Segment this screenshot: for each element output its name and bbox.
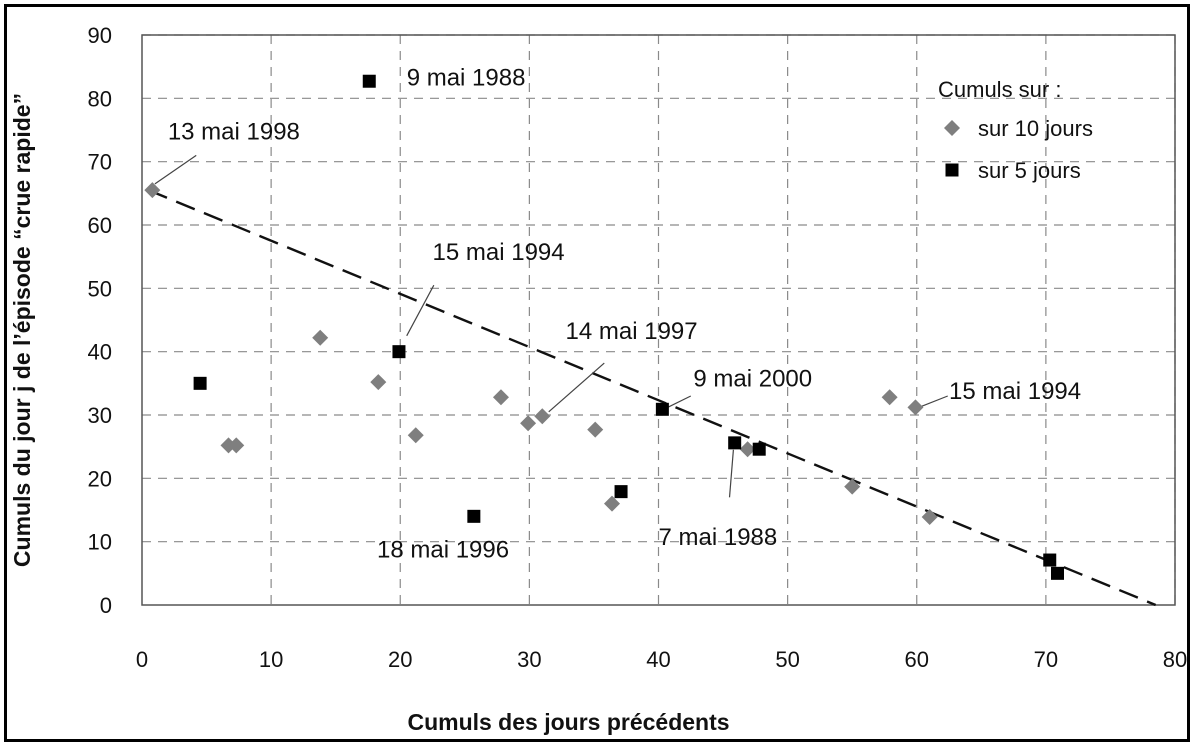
point-series0-12	[844, 478, 861, 495]
annotation-label-3: 14 mai 1997	[566, 318, 698, 345]
x-tick-label-8: 80	[1163, 647, 1187, 672]
point-series0-9	[587, 421, 604, 438]
x-tick-label-7: 70	[1034, 647, 1058, 672]
x-tick-label-3: 30	[517, 647, 541, 672]
chart-frame	[4, 4, 1190, 742]
trendline-group	[147, 189, 1157, 607]
point-series1-6	[728, 436, 742, 450]
annotation-label-6: 18 mai 1996	[377, 537, 509, 564]
point-series1-0	[193, 376, 207, 390]
point-series0-11	[739, 441, 756, 458]
point-series0-5	[407, 427, 424, 444]
x-axis-label: Cumuls des jours précédents	[407, 709, 729, 735]
point-series0-0	[144, 182, 161, 199]
annotation-leader-5	[921, 395, 948, 407]
point-series0-2	[228, 437, 245, 454]
tick-labels: 0 10 20 30 40 50 60 70 80 0 10 20 30 40 50 60 70 80 90	[88, 23, 1188, 672]
y-tick-label-2: 20	[88, 466, 112, 491]
y-tick-label-5: 50	[88, 276, 112, 301]
legend-title: Cumuls sur :	[938, 77, 1061, 102]
y-tick-label-1: 10	[88, 530, 112, 555]
annotation-label-0: 9 mai 1988	[407, 65, 526, 92]
annotation-label-4: 9 mai 2000	[693, 366, 812, 393]
annotation-leader-1	[154, 154, 197, 185]
x-tick-label-6: 60	[905, 647, 929, 672]
data-points	[144, 74, 1064, 580]
annotation-leader-3	[548, 362, 605, 413]
point-series0-7	[520, 415, 537, 432]
annotation-label-5: 15 mai 1994	[949, 378, 1081, 405]
point-series0-4	[370, 374, 387, 391]
y-tick-label-3: 30	[88, 403, 112, 428]
legend-label-1: sur 5 jours	[978, 158, 1081, 183]
y-tick-label-9: 90	[88, 23, 112, 48]
point-series1-1	[362, 74, 376, 88]
legend-marker-0	[944, 120, 960, 136]
annotation-leader-2	[406, 284, 435, 337]
legend-marker-1	[945, 163, 959, 177]
point-series1-8	[1043, 553, 1057, 567]
y-tick-label-7: 70	[88, 150, 112, 175]
y-axis-label: Cumuls du jour j de l’épisode “crue rapi…	[9, 93, 35, 567]
point-series1-5	[655, 402, 669, 416]
point-series0-15	[921, 508, 938, 525]
point-series1-9	[1050, 566, 1064, 580]
y-tick-label-6: 60	[88, 213, 112, 238]
point-series0-13	[881, 389, 898, 406]
x-tick-label-2: 20	[388, 647, 412, 672]
y-tick-label-0: 0	[100, 593, 112, 618]
annotation-label-7: 7 mai 1988	[659, 524, 778, 551]
legend: Cumuls sur : sur 10 jours sur 5 jours	[938, 77, 1093, 183]
point-series0-3	[312, 329, 329, 346]
annotation-label-1: 13 mai 1998	[168, 119, 300, 146]
point-series0-6	[492, 389, 509, 406]
x-tick-label-1: 10	[259, 647, 283, 672]
y-tick-label-4: 40	[88, 340, 112, 365]
point-series0-8	[534, 408, 551, 425]
annotation-leaders	[154, 154, 948, 498]
point-series1-7	[752, 442, 766, 456]
point-series1-4	[614, 485, 628, 499]
annotation-label-2: 15 mai 1994	[433, 239, 565, 266]
x-tick-label-4: 40	[646, 647, 670, 672]
point-series0-14	[907, 399, 924, 416]
annotation-leader-4	[667, 395, 692, 408]
trendline	[147, 189, 1157, 607]
point-series0-10	[604, 495, 621, 512]
annotation-labels: 9 mai 1988 13 mai 1998 15 mai 1994 14 mai 1…	[168, 65, 1081, 564]
annotation-leader-7	[728, 449, 734, 498]
point-series1-2	[392, 345, 406, 359]
x-tick-label-0: 0	[136, 647, 148, 672]
plot-area-border	[141, 34, 1176, 606]
point-series1-3	[467, 509, 481, 523]
y-tick-label-8: 80	[88, 86, 112, 111]
legend-label-0: sur 10 jours	[978, 116, 1093, 141]
x-tick-label-5: 50	[775, 647, 799, 672]
